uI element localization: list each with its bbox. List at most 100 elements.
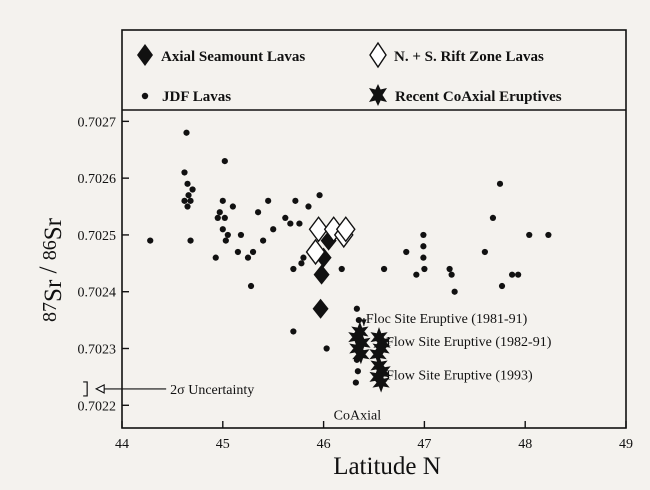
jdf-lava-point [380,265,388,273]
filled-diamond-icon [137,44,153,66]
x-tick-label: 45 [216,437,230,452]
jdf-lava-point [224,231,231,239]
jdf-lava-point [526,231,533,239]
jdf-lava-point [353,305,360,312]
jdf-lava-point [189,186,196,193]
open-diamond-icon [369,41,387,69]
jdf-lava-point [489,214,497,221]
jdf-lava-point [446,265,453,273]
axial-seamount-point [313,264,330,285]
legend-item-coaxial: Recent CoAxial Eruptives [369,84,562,106]
jdf-lava-point [420,231,427,239]
axial-seamount-point [312,298,329,319]
jdf-lava-point [219,226,226,233]
jdf-lava-point [545,231,552,239]
jdf-lava-point [296,220,303,227]
jdf-lava-point [234,248,242,256]
star-icon [369,84,387,106]
arrow-head-icon [381,338,389,344]
coaxial-eruptive-point [370,327,388,348]
jdf-lava-point [222,237,229,244]
jdf-lava-point [515,271,522,278]
annotations: Floc Site Eruptive (1981-91) Flow Site Er… [83,312,552,423]
y-tick-label: 0.7024 [78,286,117,301]
x-tick-label: 46 [317,437,331,452]
jdf-lava-point [181,197,188,204]
jdf-lava-point [448,271,455,278]
jdf-lava-point [305,203,312,210]
jdf-lava-point [355,317,362,324]
jdf-lava-point [184,203,191,210]
coaxial-eruptive-point [348,327,366,348]
jdf-lava-point [290,265,297,273]
jdf-lava-point [508,271,516,278]
x-tick-label: 49 [619,437,633,452]
legend: Axial Seamount Lavas N. + S. Rift Zone L… [137,41,562,106]
open-arrow-icon [94,384,105,394]
annotation-label: Flow Site Eruptive (1982-91) [386,335,552,350]
jdf-lava-point [413,271,420,278]
arrow-head-icon [361,319,367,326]
jdf-lava-point [184,180,191,187]
dot-icon [141,92,149,100]
legend-item-rift: N. + S. Rift Zone Lavas [369,41,544,69]
coaxial-eruptive-point [370,355,388,376]
x-tick-label: 44 [115,437,129,452]
jdf-lava-point [403,248,410,256]
jdf-lava-point [254,209,262,216]
jdf-lava-point [338,265,345,273]
legend-label-rift: N. + S. Rift Zone Lavas [394,49,544,65]
jdf-lava-point [219,197,226,204]
jdf-lava-point [187,197,194,204]
jdf-lava-point [420,254,427,261]
x-axis: 44 45 46 47 48 49 [115,421,633,452]
jdf-lava-point [147,237,154,244]
jdf-lava-point [298,260,305,267]
legend-label-coaxial: Recent CoAxial Eruptives [395,89,562,105]
coaxial-eruptive-point [349,338,367,359]
jdf-lava-point [420,243,427,250]
jdf-lava-point [282,214,289,221]
legend-item-jdf: JDF Lavas [141,89,231,105]
jdf-lava-point [229,203,236,210]
legend-label-axial: Axial Seamount Lavas [161,49,305,65]
annotation-label: Flow Site Eruptive (1993) [386,369,533,384]
rift-zone-point [305,238,326,266]
jdf-lava-point [244,254,252,261]
jdf-lava-point [481,248,488,256]
jdf-lava-point [249,248,257,256]
jdf-lava-point [498,282,506,290]
jdf-lava-point [323,345,330,352]
coaxial-eruptive-point [352,344,370,365]
jdf-lava-point [292,197,299,204]
jdf-lava-point [300,254,307,261]
annotation-label: CoAxial [334,408,382,423]
x-tick-label: 47 [417,437,431,452]
coaxial-eruptive-point [372,372,390,393]
x-axis-label: Latitude N [333,453,441,480]
y-tick-label: 0.7026 [78,172,117,187]
jdf-lava-point [237,231,245,239]
y-axis: 0.7022 0.7023 0.7024 0.7025 0.7026 0.7027 [78,115,129,414]
data-points [147,129,552,393]
coaxial-eruptive-point [369,344,387,365]
jdf-lava-point [183,129,190,136]
rift-zone-point [335,216,356,243]
jdf-lava-point [421,265,428,273]
legend-item-axial: Axial Seamount Lavas [137,44,305,66]
y-tick-label: 0.7027 [78,115,117,130]
jdf-lava-point [260,237,267,244]
jdf-lava-point [247,282,255,290]
y-tick-label: 0.7023 [78,343,117,358]
jdf-lava-point [354,368,361,375]
jdf-lava-point [290,328,297,335]
jdf-lava-point [451,288,458,295]
rift-zone-point [308,216,329,243]
coaxial-eruptive-point [369,366,387,387]
uncertainty-bracket [83,381,88,397]
y-tick-label: 0.7025 [78,229,117,244]
jdf-lava-point [352,379,359,386]
coaxial-eruptive-point [353,332,371,353]
jdf-lava-point [221,158,228,165]
